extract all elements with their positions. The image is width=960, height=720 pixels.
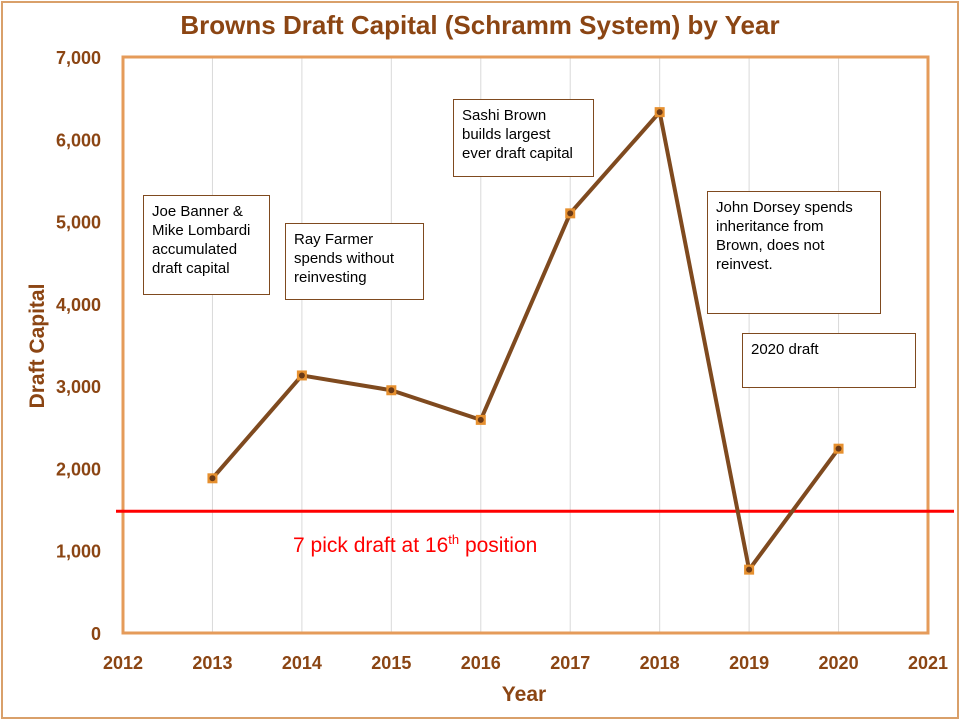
- note-line: reinvesting: [294, 269, 367, 286]
- note-line: Mike Lombardi: [152, 222, 251, 239]
- series-line: [210, 110, 841, 572]
- note-line: spends without: [294, 250, 395, 267]
- data-point-center: [298, 372, 305, 379]
- y-axis-ticks: 0 1,000 2,000 3,000 4,000 5,000 6,000 7,000: [56, 48, 101, 644]
- reference-label-superscript: th: [448, 532, 459, 547]
- note-line: ever draft capital: [462, 145, 573, 162]
- x-tick-label: 2012: [103, 653, 143, 673]
- x-tick-label: 2016: [461, 653, 501, 673]
- note-line: Brown, does not: [716, 237, 825, 254]
- annotation-sashi-brown: Sashi Brown builds largest ever draft ca…: [453, 99, 594, 177]
- y-tick-label: 2,000: [56, 459, 101, 479]
- note-line: accumulated: [152, 241, 238, 258]
- note-line: inheritance from: [716, 218, 824, 235]
- reference-line-label: 7 pick draft at 16th position: [293, 532, 537, 557]
- data-point-center: [209, 475, 216, 482]
- reference-label-main: 7 pick draft at 16: [293, 534, 448, 557]
- x-tick-label: 2021: [908, 653, 948, 673]
- data-point-center: [656, 109, 663, 116]
- x-axis-label: Year: [502, 683, 546, 706]
- x-tick-label: 2020: [819, 653, 859, 673]
- x-axis-ticks: 2012 2013 2014 2015 2016 2017 2018 2019 2020 2021: [103, 653, 948, 673]
- note-line: draft capital: [152, 260, 230, 277]
- x-tick-label: 2013: [192, 653, 232, 673]
- y-tick-label: 1,000: [56, 542, 101, 562]
- x-tick-label: 2019: [729, 653, 769, 673]
- y-tick-label: 6,000: [56, 130, 101, 150]
- x-tick-label: 2015: [371, 653, 411, 673]
- annotation-john-dorsey: John Dorsey spends inheritance from Brow…: [707, 191, 881, 314]
- annotation-2020-draft: 2020 draft: [742, 333, 916, 388]
- data-point-center: [567, 210, 574, 217]
- note-line: reinvest.: [716, 256, 773, 273]
- data-point-center: [835, 445, 842, 452]
- y-tick-label: 4,000: [56, 295, 101, 315]
- note-line: Ray Farmer: [294, 231, 374, 248]
- annotation-banner-lombardi: Joe Banner & Mike Lombardi accumulated d…: [143, 195, 270, 295]
- y-tick-label: 7,000: [56, 48, 101, 68]
- note-line: builds largest: [462, 126, 551, 143]
- data-point-center: [746, 566, 753, 573]
- x-tick-label: 2017: [550, 653, 590, 673]
- y-axis-label: Draft Capital: [26, 284, 49, 409]
- reference-label-end: position: [459, 534, 537, 557]
- note-line: Sashi Brown: [462, 107, 547, 124]
- x-tick-label: 2014: [282, 653, 322, 673]
- note-line: Joe Banner &: [152, 203, 243, 220]
- y-tick-label: 3,000: [56, 377, 101, 397]
- data-point-center: [388, 387, 395, 394]
- y-tick-label: 5,000: [56, 213, 101, 233]
- note-line: John Dorsey spends: [716, 199, 853, 216]
- y-tick-label: 0: [91, 624, 101, 644]
- x-tick-label: 2018: [640, 653, 680, 673]
- note-line: 2020 draft: [751, 341, 819, 358]
- series-group: [207, 107, 844, 575]
- data-point-center: [477, 416, 484, 423]
- plot-area-border: [121, 55, 930, 635]
- annotation-ray-farmer: Ray Farmer spends without reinvesting: [285, 223, 424, 300]
- chart-title: Browns Draft Capital (Schramm System) by…: [180, 10, 779, 40]
